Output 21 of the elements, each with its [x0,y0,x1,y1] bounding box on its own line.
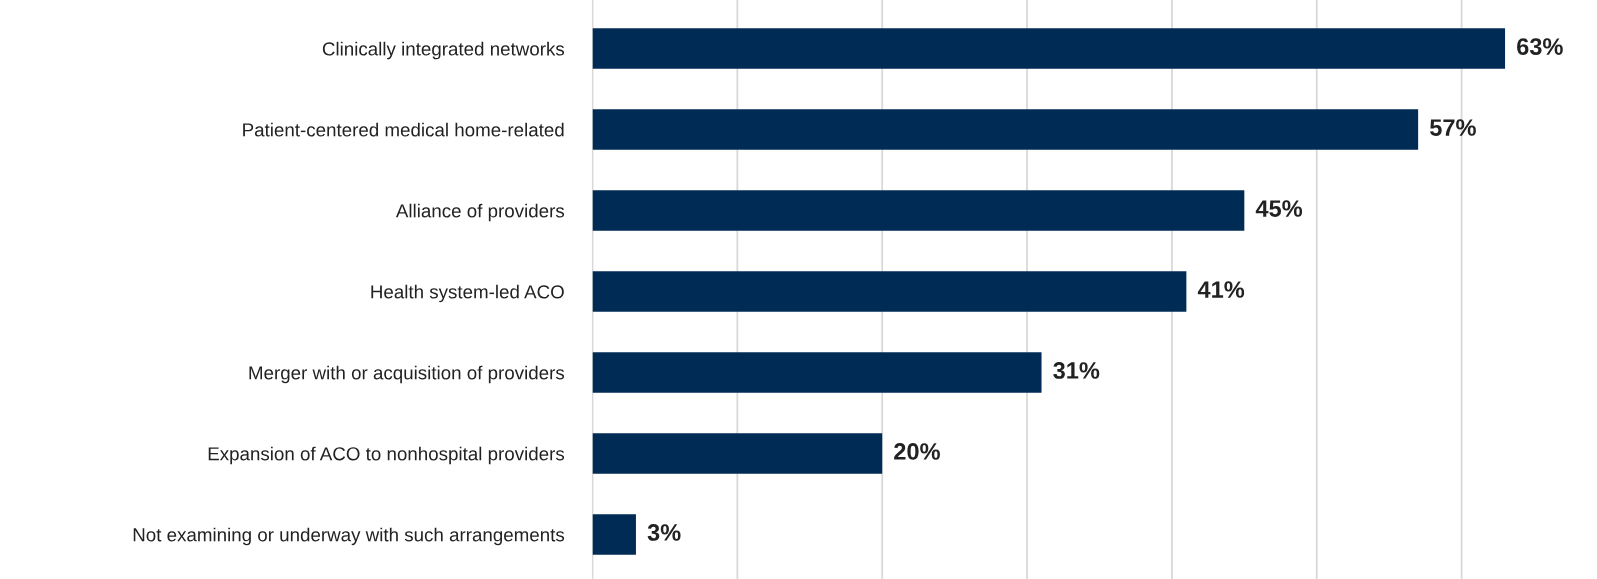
bar [592,109,1419,150]
y-tick-label: Patient-centered medical home-related [243,122,564,137]
y-tick-label: Expansion of ACO to nonhospital providers [208,446,565,465]
data-label: 20% [894,443,940,460]
bar [592,433,883,474]
y-tick-label: Merger with or acquisition of providers [249,365,565,384]
data-label: 45% [1255,200,1303,217]
bar [592,271,1187,312]
bar [592,190,1245,231]
data-label: 31% [1053,362,1100,379]
data-label: 57% [1429,119,1476,136]
y-tick-label: Not examining or underway with such arrangements [133,527,565,546]
y-tick-label: Clinically integrated networks [322,41,565,60]
data-label: 63% [1517,38,1563,55]
data-label: 3% [647,524,681,541]
data-label: 41% [1197,281,1245,298]
bar [592,514,636,555]
bar [592,28,1506,69]
y-tick-label: Alliance of providers [395,203,565,222]
y-tick-label: Health system-led ACO [371,284,564,303]
bar [592,352,1042,393]
